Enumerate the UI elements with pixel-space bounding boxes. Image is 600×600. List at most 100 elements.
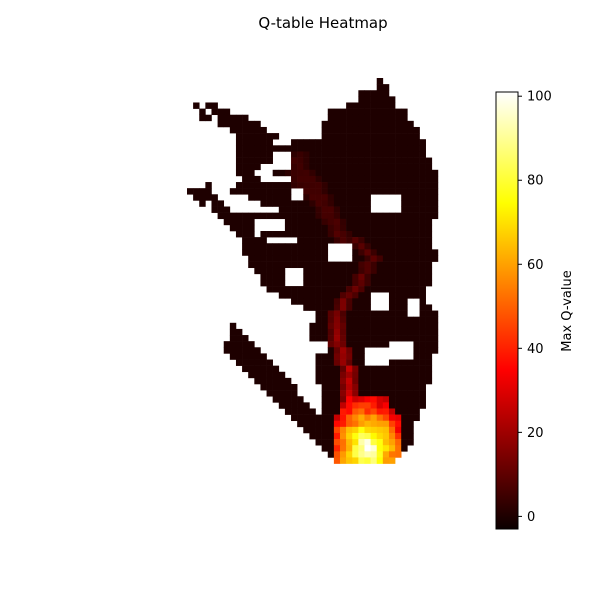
heatmap-cell	[297, 420, 304, 428]
heatmap-cell	[425, 194, 433, 201]
heatmap-cell	[315, 426, 322, 434]
heatmap-cell	[419, 200, 426, 207]
heatmap-cell	[235, 145, 243, 152]
heatmap-cell	[419, 365, 426, 373]
heatmap-cell	[333, 273, 341, 281]
heatmap-cell	[321, 145, 329, 152]
heatmap-cell	[425, 261, 433, 269]
heatmap-cell	[248, 231, 255, 238]
heatmap-cell	[419, 237, 426, 244]
heatmap-cell	[370, 237, 378, 244]
heatmap-cell	[315, 420, 322, 428]
heatmap-cell	[358, 163, 365, 171]
heatmap-cell	[431, 310, 439, 317]
heatmap-cell	[272, 169, 280, 177]
heatmap-cell	[266, 267, 273, 275]
heatmap-cell	[272, 182, 280, 189]
heatmap-cell	[413, 255, 420, 262]
heatmap-cell	[364, 304, 371, 311]
heatmap-cell	[333, 212, 341, 220]
heatmap-cell	[333, 224, 341, 232]
heatmap-cell	[315, 163, 322, 171]
heatmap-cell	[352, 365, 359, 373]
heatmap-cell	[388, 408, 396, 415]
heatmap-cell	[401, 359, 408, 366]
heatmap-cell	[395, 328, 402, 336]
heatmap-cell	[248, 341, 255, 348]
heatmap-cell	[401, 286, 408, 293]
heatmap-cell	[382, 402, 390, 409]
heatmap-cell	[358, 396, 365, 403]
heatmap-cell	[425, 371, 433, 379]
heatmap-cell	[211, 200, 218, 207]
heatmap-cell	[278, 212, 286, 220]
heatmap-cell	[358, 90, 365, 97]
heatmap-cell	[376, 126, 384, 134]
heatmap-cell	[395, 304, 402, 311]
heatmap-cell	[370, 90, 378, 97]
heatmap-cell	[346, 341, 353, 348]
heatmap-cell	[364, 206, 371, 213]
heatmap-cell	[388, 451, 396, 458]
colorbar: 0 20 40 60 80 100 Max Q-value	[495, 90, 575, 530]
heatmap-cell	[401, 169, 408, 177]
heatmap-cell	[327, 439, 335, 446]
heatmap-cell	[401, 163, 408, 171]
heatmap-cell	[333, 292, 341, 299]
heatmap-cell	[315, 316, 322, 324]
heatmap-cell	[254, 261, 261, 269]
heatmap-cell	[352, 212, 359, 220]
heatmap-cell	[382, 335, 390, 342]
heatmap-cell	[235, 182, 243, 189]
heatmap-cell	[327, 414, 335, 422]
heatmap-cell	[358, 310, 365, 317]
heatmap-cell	[358, 414, 365, 422]
heatmap-cell	[346, 267, 353, 275]
heatmap-cell	[413, 347, 420, 354]
heatmap-cell	[248, 365, 255, 373]
heatmap-cell	[303, 267, 310, 275]
heatmap-cell	[297, 212, 304, 220]
heatmap-cell	[333, 169, 341, 177]
heatmap-cell	[333, 426, 341, 434]
heatmap-cell	[352, 353, 359, 360]
heatmap-cell	[382, 145, 390, 152]
heatmap-cell	[358, 286, 365, 293]
heatmap-cell	[419, 188, 426, 195]
heatmap-cell	[358, 182, 365, 189]
heatmap-cell	[346, 316, 353, 324]
heatmap-cell	[315, 212, 322, 220]
heatmap-cell	[254, 163, 261, 171]
heatmap-cell	[309, 328, 316, 336]
heatmap-cell	[327, 286, 335, 293]
heatmap-cell	[370, 273, 378, 281]
heatmap-cell	[370, 218, 378, 226]
heatmap-cell	[382, 286, 390, 293]
heatmap-cell	[407, 218, 414, 226]
heatmap-cell	[364, 163, 371, 171]
heatmap-cell	[284, 292, 292, 299]
heatmap-cell	[321, 188, 329, 195]
heatmap-cell	[340, 237, 347, 244]
heatmap-cell	[376, 335, 384, 342]
heatmap-cell	[315, 292, 322, 299]
heatmap-cell	[346, 353, 353, 360]
heatmap-cell	[376, 457, 384, 464]
heatmap-cell	[382, 120, 390, 128]
heatmap-cell	[340, 212, 347, 220]
heatmap-cell	[395, 445, 402, 452]
heatmap-cell	[340, 335, 347, 342]
heatmap-cell	[315, 206, 322, 213]
heatmap-cell	[260, 200, 267, 207]
colorbar-ticks: 0 20 40 60 80 100	[518, 90, 552, 525]
heatmap-cell	[382, 188, 390, 195]
heatmap-cell	[413, 365, 420, 373]
heatmap-cell	[364, 133, 371, 140]
heatmap-cell	[321, 237, 329, 244]
heatmap-cell	[413, 371, 420, 379]
heatmap-cell	[321, 371, 329, 379]
heatmap-cell	[260, 188, 267, 195]
heatmap-cell	[358, 432, 365, 440]
heatmap-cell	[248, 126, 255, 134]
heatmap-cell	[223, 212, 231, 220]
